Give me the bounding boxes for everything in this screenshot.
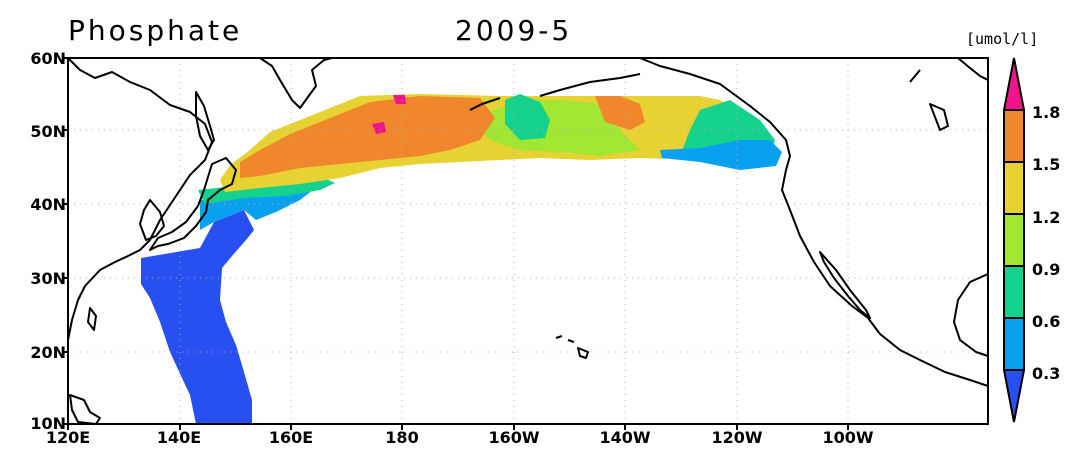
coastline-aleutians: [469, 73, 641, 111]
lon-label-160e: 160E: [268, 428, 314, 447]
coastlines: [67, 57, 989, 425]
coastline-korea: [139, 199, 165, 241]
coastline-gulf: [953, 273, 989, 357]
lon-label-160w: 160W: [488, 428, 540, 447]
field-region-lowest: [141, 210, 254, 424]
map-frame: [67, 57, 989, 425]
colorbar-tick-0-9: 0.9: [1032, 260, 1061, 279]
coastline-kamchatka: [259, 57, 333, 109]
coastline-sakhalin: [195, 91, 215, 151]
field-region-1-8-a: [393, 95, 406, 104]
coastline-taiwan: [87, 307, 97, 331]
colorbar-top-arrow: [1002, 57, 1026, 111]
coastline-japan: [149, 157, 237, 251]
lon-label-180: 180: [385, 428, 419, 447]
colorbar-bottom-arrow: [1002, 369, 1026, 423]
map-title: Phosphate: [68, 14, 243, 47]
lat-label-10n: 10N: [30, 414, 66, 433]
coastline-alaska-panhandle: [909, 57, 989, 131]
coastline-asia: [67, 57, 213, 341]
lat-label-40n: 40N: [30, 195, 66, 214]
coastline-baja: [819, 251, 871, 319]
coastline-north-america: [639, 57, 989, 387]
field-region-1-8-b: [372, 122, 386, 134]
coastline-philippines: [69, 394, 101, 425]
colorbar-unit-label: [umol/l]: [966, 30, 1039, 48]
lon-label-140e: 140E: [156, 428, 202, 447]
field-region-0-3-east: [660, 140, 782, 170]
lat-label-50n: 50N: [30, 122, 66, 141]
colorbar-tick-1-5: 1.5: [1032, 155, 1061, 174]
coastline-hawaii: [555, 335, 589, 359]
field-region-0-3: [200, 186, 318, 230]
lat-label-20n: 20N: [30, 343, 66, 362]
lat-label-60n: 60N: [30, 49, 66, 68]
phosphate-field: [141, 94, 782, 424]
colorbar-tick-0-6: 0.6: [1032, 312, 1061, 331]
lon-label-120w: 120W: [711, 428, 763, 447]
field-region-1-5-east: [595, 96, 645, 130]
graticule: [68, 58, 988, 424]
lon-label-120e: 120E: [45, 428, 91, 447]
lon-label-140w: 140W: [599, 428, 651, 447]
lat-label-30n: 30N: [30, 269, 66, 288]
field-region-0-6-mid: [505, 94, 550, 140]
colorbar-box: [1003, 161, 1025, 215]
colorbar-box: [1003, 213, 1025, 267]
lon-label-100w: 100W: [822, 428, 874, 447]
colorbar: [1002, 57, 1026, 423]
colorbar-box: [1003, 317, 1025, 371]
field-region-1-5: [240, 96, 495, 178]
colorbar-box: [1003, 109, 1025, 163]
map-date: 2009-5: [455, 14, 573, 47]
colorbar-tick-0-3: 0.3: [1032, 364, 1061, 383]
colorbar-tick-1-8: 1.8: [1032, 103, 1061, 122]
colorbar-box: [1003, 265, 1025, 319]
colorbar-tick-1-2: 1.2: [1032, 208, 1061, 227]
axis-ticks: [62, 57, 849, 430]
